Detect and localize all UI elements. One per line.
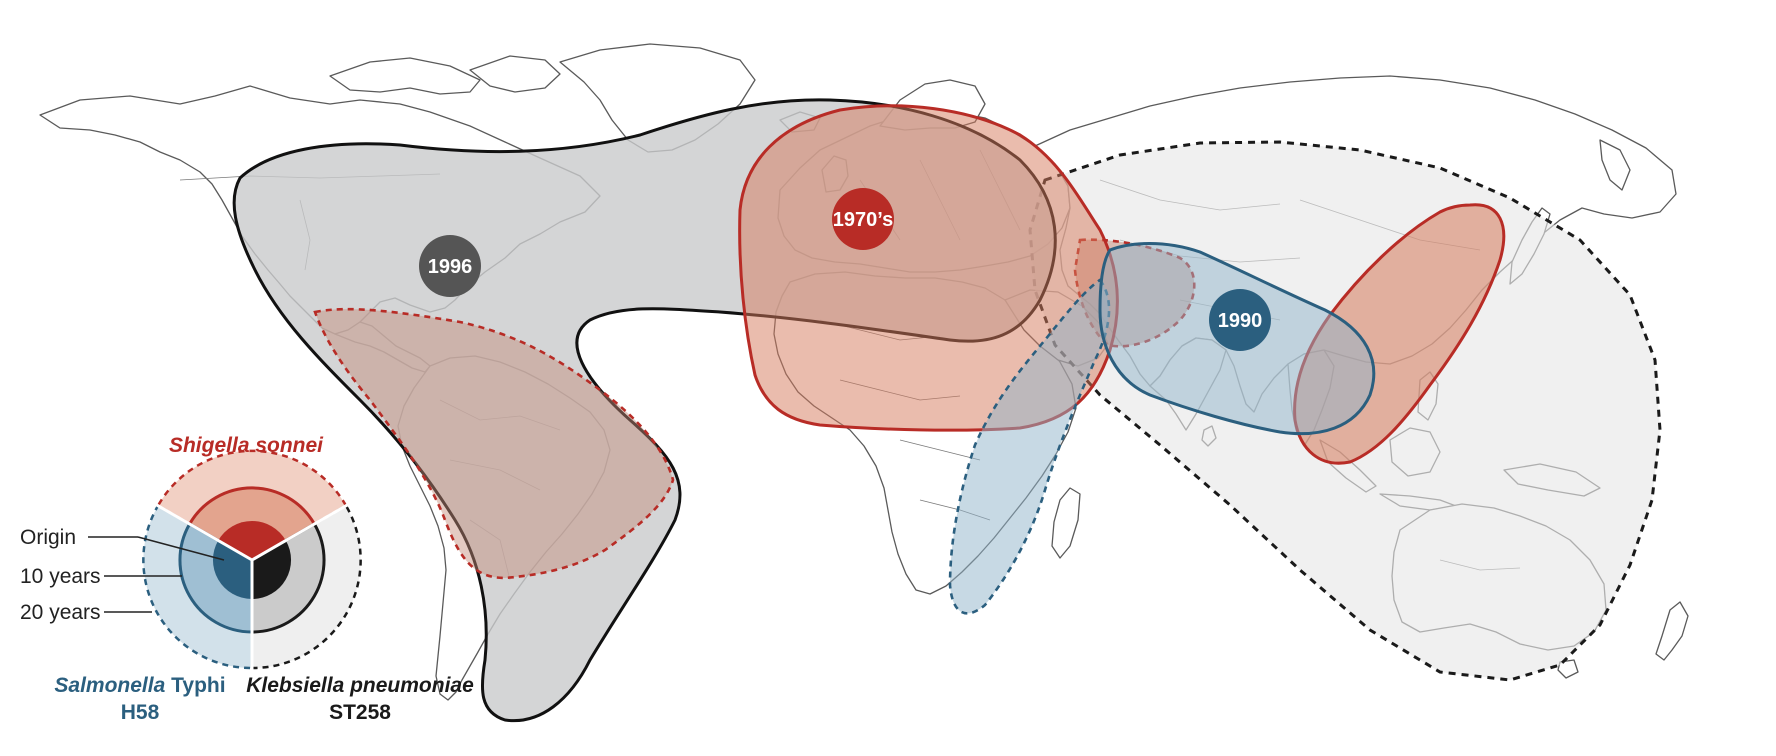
origin-legend-label: Origin <box>20 526 76 549</box>
salmonella-legend-title: Salmonella Typhi <box>54 674 225 697</box>
klebsiella-origin-marker: 1996 <box>419 235 481 297</box>
arctic-islands <box>329 57 481 95</box>
shigella-origin-label: 1970’s <box>833 209 893 231</box>
origin-markers: 1996 1970’s 1990 <box>419 188 1271 351</box>
tasmania <box>1557 659 1579 679</box>
klebsiella-origin-label: 1996 <box>428 256 473 278</box>
kamchatka <box>1599 139 1631 191</box>
shigella-south-america-region <box>313 307 675 580</box>
salmonella-africa-region <box>948 278 1111 615</box>
klebsiella-legend-title: Klebsiella pneumoniae <box>246 674 474 697</box>
salmonella-origin-marker: 1990 <box>1209 289 1271 351</box>
origin-leader-diagonal <box>137 536 225 561</box>
ten-years-legend-label: 10 years <box>20 565 101 588</box>
salmonella-serovar: Typhi <box>165 674 225 697</box>
klebsiella-legend-subtitle: ST258 <box>329 701 391 724</box>
salmonella-origin-label: 1990 <box>1218 310 1263 332</box>
arctic-islands-2 <box>469 55 561 93</box>
new-zealand <box>1655 601 1689 661</box>
shigella-origin-marker: 1970’s <box>832 188 894 250</box>
shigella-legend-title: Shigella sonnei <box>169 434 324 457</box>
legend: Origin 10 years 20 years Shigella sonnei… <box>20 434 474 724</box>
twenty-years-legend-label: 20 years <box>20 601 101 624</box>
salmonella-legend-subtitle: H58 <box>121 701 160 724</box>
salmonella-genus: Salmonella <box>54 674 165 697</box>
madagascar <box>1051 487 1081 559</box>
